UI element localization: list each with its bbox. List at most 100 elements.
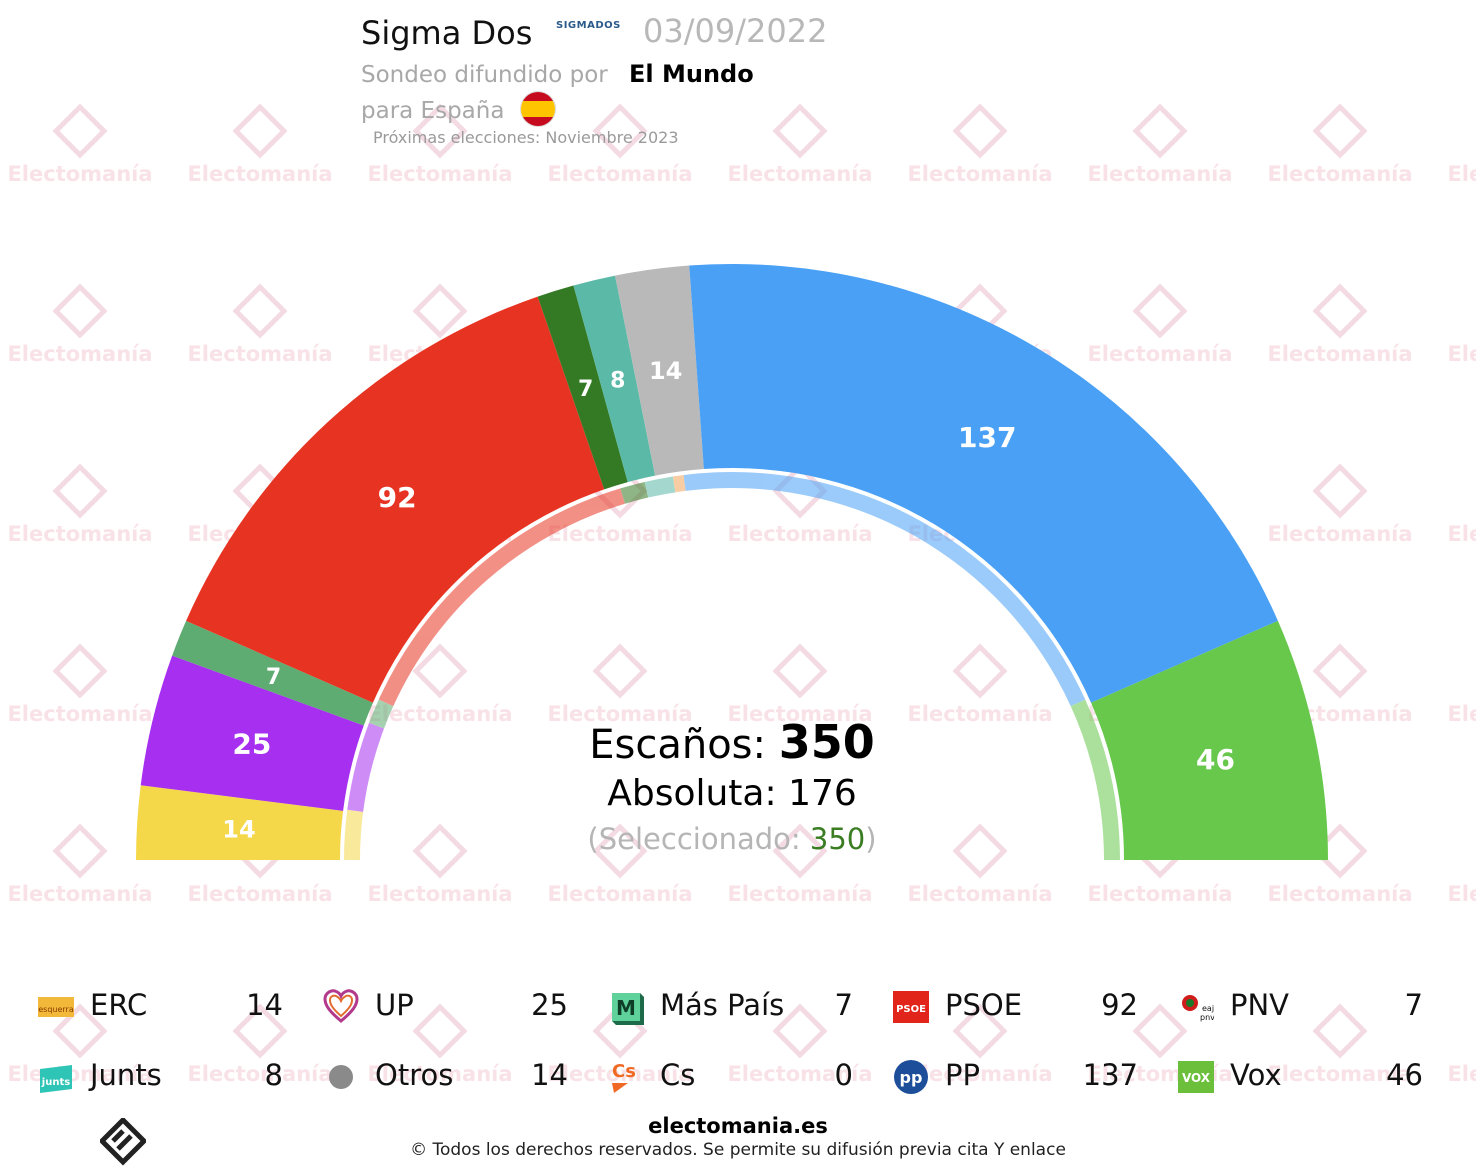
- poll-header: Sigma Dos SIGMADOS 03/09/2022 Sondeo dif…: [361, 8, 1061, 158]
- legend-item-pp[interactable]: pp PP 137: [893, 1054, 1138, 1098]
- up-heart-icon: [323, 989, 359, 1025]
- seat-label-pp: 137: [958, 421, 1016, 454]
- legend-party-seats: 0: [834, 1058, 853, 1092]
- legend-item-pnv[interactable]: eaj pnv PNV 7: [1178, 984, 1423, 1028]
- seat-label-pnv: 7: [578, 377, 593, 402]
- legend-item-mas-pais[interactable]: M Más País 7: [608, 984, 853, 1028]
- majority-value: 176: [788, 773, 857, 814]
- inner-arc-psoe: [378, 488, 625, 707]
- seat-arc-vox[interactable]: [1091, 620, 1328, 860]
- legend-item-psoe[interactable]: PSOE PSOE 92: [893, 984, 1138, 1028]
- inner-arc-pp: [683, 472, 1086, 707]
- legend-item-cs[interactable]: Cs Cs 0: [608, 1054, 853, 1098]
- seat-label-erc: 14: [222, 816, 255, 844]
- seat-label-psoe: 92: [378, 481, 417, 514]
- legend-party-seats: 46: [1386, 1058, 1423, 1092]
- legend-party-seats: 8: [264, 1058, 283, 1092]
- footer-copyright: © Todos los derechos reservados. Se perm…: [410, 1140, 1066, 1160]
- svg-text:junts: junts: [41, 1077, 70, 1088]
- svg-text:pp: pp: [900, 1068, 923, 1087]
- svg-text:Cs: Cs: [612, 1061, 636, 1082]
- watermark-tile: Electomanía: [1447, 1062, 1476, 1086]
- cs-logo-icon: Cs: [608, 1059, 644, 1095]
- inner-arc-cs: [672, 475, 686, 493]
- seats-label: Escaños:: [589, 722, 766, 768]
- majority-label: Absoluta:: [607, 773, 777, 814]
- seat-arc-mas-pais[interactable]: [172, 620, 373, 726]
- seat-arc-psoe[interactable]: [186, 296, 605, 703]
- legend-party-name: PSOE: [945, 988, 1023, 1022]
- seat-label-up: 25: [232, 728, 271, 761]
- poll-date: 03/09/2022: [643, 12, 828, 50]
- selected-line: (Seleccionado: 350): [532, 817, 932, 861]
- watermark-text: Electomanía: [1447, 1062, 1476, 1086]
- seat-label-otros: 14: [649, 357, 682, 385]
- seat-arc-junts[interactable]: [573, 275, 656, 483]
- svg-text:pnv: pnv: [1200, 1013, 1214, 1022]
- legend-item-junts[interactable]: junts Junts 8: [38, 1054, 283, 1098]
- vox-logo-icon: VOX: [1178, 1059, 1214, 1095]
- psoe-logo-icon: PSOE: [893, 989, 929, 1025]
- legend-party-seats: 92: [1101, 988, 1138, 1022]
- spain-flag-icon: [521, 92, 555, 126]
- legend-party-name: Más País: [660, 988, 785, 1022]
- erc-logo-icon: esquerra: [38, 989, 74, 1025]
- junts-logo-icon: junts: [38, 1059, 74, 1095]
- legend-party-name: Otros: [375, 1058, 454, 1092]
- footer-site: electomania.es: [648, 1114, 828, 1138]
- svg-text:eaj: eaj: [1202, 1004, 1214, 1013]
- legend-item-otros[interactable]: Otros 14: [323, 1054, 568, 1098]
- legend-party-seats: 137: [1082, 1058, 1138, 1092]
- electomania-logo-icon: [100, 1118, 146, 1166]
- inner-arc-up: [347, 722, 385, 812]
- pnv-logo-icon: eaj pnv: [1178, 989, 1215, 1025]
- legend-party-seats: 14: [246, 988, 283, 1022]
- legend-party-seats: 14: [531, 1058, 568, 1092]
- inner-arc-junts: [644, 476, 676, 498]
- seat-arc-pp[interactable]: [689, 264, 1278, 703]
- inner-arc-vox: [1070, 699, 1120, 860]
- legend-party-name: UP: [375, 988, 414, 1022]
- otros-dot-icon: [323, 1059, 359, 1095]
- legend-item-vox[interactable]: VOX Vox 46: [1178, 1054, 1423, 1098]
- svg-text:VOX: VOX: [1182, 1071, 1211, 1085]
- pp-logo-icon: pp: [893, 1059, 929, 1095]
- seat-label-junts: 8: [610, 368, 625, 393]
- majority-line: Absoluta: 176: [532, 771, 932, 817]
- svg-text:M: M: [616, 996, 636, 1020]
- inner-arc-erc: [344, 809, 364, 860]
- legend-party-seats: 7: [1404, 988, 1423, 1022]
- media-name: El Mundo: [629, 60, 754, 88]
- pollster-name: Sigma Dos: [361, 14, 533, 52]
- seat-summary: Escaños: 350 Absoluta: 176 (Seleccionado…: [532, 716, 932, 861]
- pollster-logo: SIGMADOS: [556, 20, 621, 31]
- seat-arc-up[interactable]: [140, 655, 364, 811]
- seats-total: 350: [778, 715, 875, 769]
- svg-text:esquerra: esquerra: [38, 1005, 74, 1014]
- legend-party-name: ERC: [90, 988, 148, 1022]
- legend-item-up[interactable]: UP 25: [323, 984, 568, 1028]
- legend-party-name: Vox: [1230, 1058, 1282, 1092]
- region-label: para España: [361, 98, 505, 124]
- inner-arc-pnv: [620, 481, 649, 504]
- legend-item-erc[interactable]: esquerra ERC 14: [38, 984, 283, 1028]
- legend-party-seats: 25: [531, 988, 568, 1022]
- seats-total-line: Escaños: 350: [532, 716, 932, 771]
- legend-party-seats: 7: [834, 988, 853, 1022]
- svg-text:PSOE: PSOE: [896, 1004, 926, 1015]
- published-by-label: Sondeo difundido por: [361, 62, 608, 88]
- legend-party-name: PP: [945, 1058, 980, 1092]
- inner-ring: [344, 472, 1120, 860]
- seat-arc-erc[interactable]: [136, 785, 344, 860]
- selected-value: 350: [809, 822, 866, 856]
- legend-party-name: PNV: [1230, 988, 1290, 1022]
- seat-label-vox: 46: [1196, 743, 1235, 776]
- seat-arc-pnv[interactable]: [537, 285, 628, 490]
- legend-party-name: Junts: [90, 1058, 162, 1092]
- legend-party-name: Cs: [660, 1058, 696, 1092]
- next-elections-label: Próximas elecciones: Noviembre 2023: [373, 128, 679, 147]
- inner-arc-mas-pais: [369, 699, 394, 729]
- seat-arc-otros[interactable]: [615, 265, 704, 476]
